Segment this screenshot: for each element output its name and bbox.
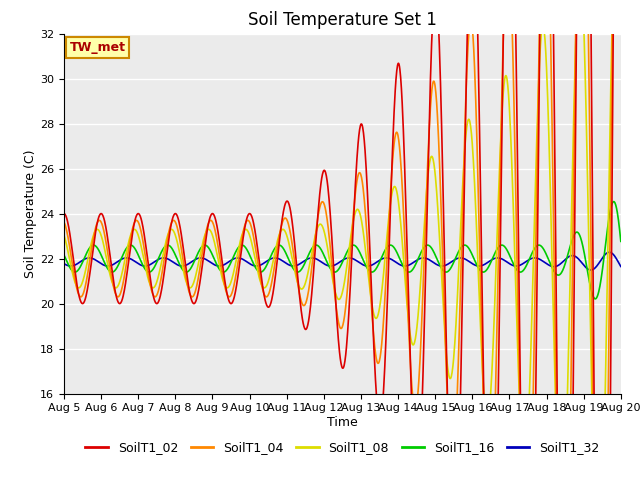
Text: TW_met: TW_met <box>70 41 125 54</box>
SoilT1_32 <box>502 258 509 264</box>
Line: SoilT1_04: SoilT1_04 <box>64 0 621 480</box>
SoilT1_16 <box>591 296 599 302</box>
SoilT1_16 <box>429 247 436 253</box>
SoilT1_02 <box>170 212 178 217</box>
SoilT1_16 <box>617 239 625 244</box>
SoilT1_04 <box>429 81 436 86</box>
SoilT1_04 <box>551 295 559 301</box>
SoilT1_08 <box>502 73 509 79</box>
Line: SoilT1_02: SoilT1_02 <box>64 0 621 480</box>
SoilT1_02 <box>429 14 436 20</box>
Line: SoilT1_16: SoilT1_16 <box>64 202 621 299</box>
Y-axis label: Soil Temperature (C): Soil Temperature (C) <box>24 149 37 278</box>
Line: SoilT1_32: SoilT1_32 <box>64 252 621 270</box>
SoilT1_08 <box>429 155 436 161</box>
SoilT1_08 <box>551 364 559 370</box>
Legend: SoilT1_02, SoilT1_04, SoilT1_08, SoilT1_16, SoilT1_32: SoilT1_02, SoilT1_04, SoilT1_08, SoilT1_… <box>80 436 605 459</box>
SoilT1_08 <box>60 232 68 238</box>
SoilT1_32 <box>587 267 595 273</box>
SoilT1_16 <box>246 253 254 259</box>
SoilT1_08 <box>184 283 191 288</box>
SoilT1_16 <box>551 269 559 275</box>
SoilT1_32 <box>184 262 191 267</box>
Line: SoilT1_08: SoilT1_08 <box>64 0 621 480</box>
SoilT1_16 <box>184 269 191 275</box>
SoilT1_32 <box>170 260 178 266</box>
SoilT1_04 <box>246 220 254 226</box>
SoilT1_32 <box>246 261 254 267</box>
SoilT1_16 <box>610 199 618 204</box>
SoilT1_08 <box>246 234 254 240</box>
SoilT1_04 <box>184 284 191 290</box>
SoilT1_32 <box>605 249 613 255</box>
SoilT1_16 <box>502 245 509 251</box>
SoilT1_32 <box>617 264 625 269</box>
SoilT1_16 <box>60 252 68 258</box>
SoilT1_32 <box>551 264 559 269</box>
SoilT1_08 <box>170 229 178 235</box>
SoilT1_32 <box>60 261 68 266</box>
SoilT1_04 <box>170 218 178 224</box>
Title: Soil Temperature Set 1: Soil Temperature Set 1 <box>248 11 437 29</box>
SoilT1_32 <box>429 259 436 265</box>
SoilT1_02 <box>184 279 191 285</box>
SoilT1_02 <box>60 211 68 216</box>
SoilT1_16 <box>170 250 178 255</box>
SoilT1_02 <box>246 211 254 216</box>
SoilT1_02 <box>551 135 559 141</box>
X-axis label: Time: Time <box>327 416 358 429</box>
SoilT1_04 <box>60 219 68 225</box>
